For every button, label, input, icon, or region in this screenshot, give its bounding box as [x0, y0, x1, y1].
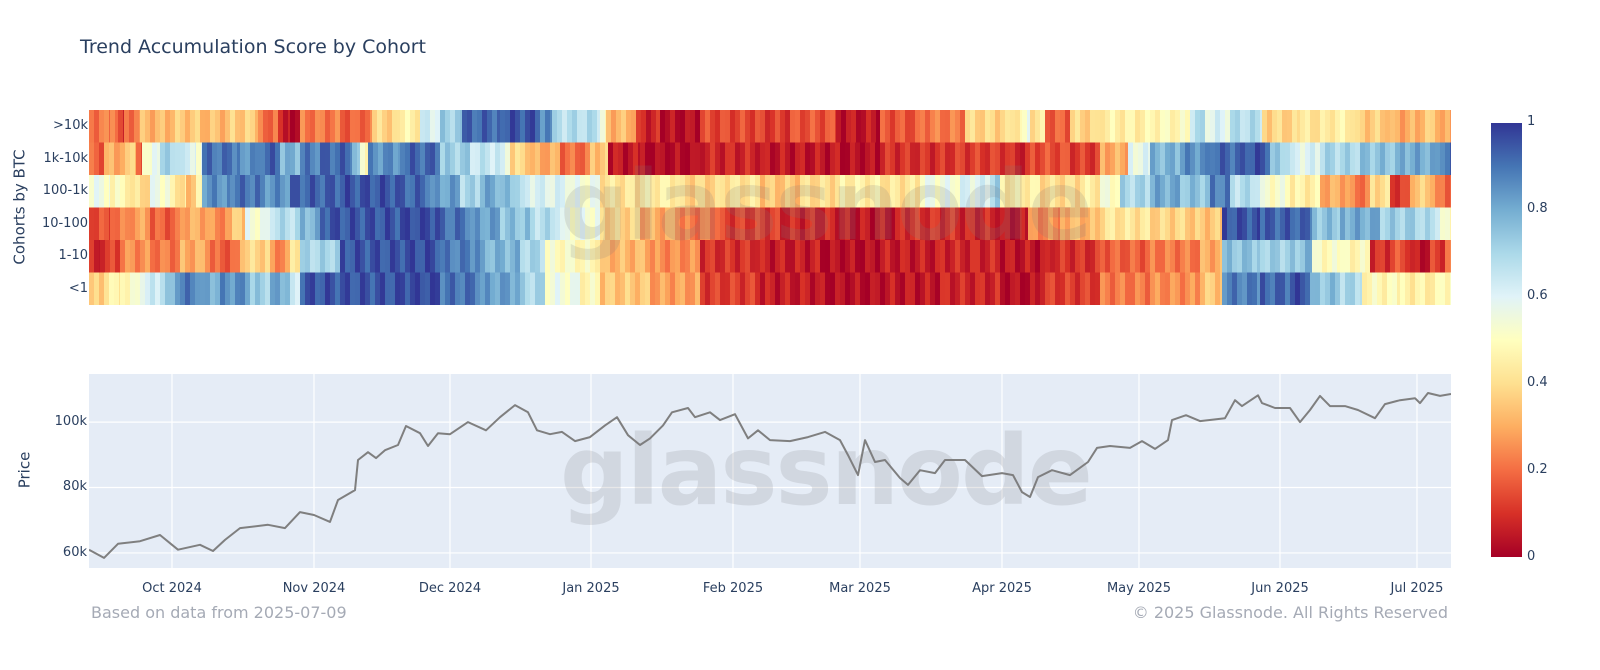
xtick-jul-2025: Jul 2025: [1390, 581, 1444, 596]
xtick-dec-2024: Dec 2024: [418, 581, 482, 596]
row-label-gt10k: >10k: [53, 118, 88, 133]
row-label-10-100: 10-100: [41, 216, 88, 231]
heatmap-y-axis-title: Cohorts by BTC: [10, 149, 29, 265]
ytick-100k: 100k: [54, 414, 87, 429]
data-date-note: Based on data from 2025-07-09: [91, 603, 347, 622]
xtick-nov-2024: Nov 2024: [282, 581, 346, 596]
row-label-1k-10k: 1k-10k: [43, 151, 88, 166]
xtick-may-2025: May 2025: [1106, 581, 1172, 596]
colorbar-tick-0.2: 0.2: [1527, 462, 1548, 477]
xtick-apr-2025: Apr 2025: [972, 581, 1032, 596]
copyright-note: © 2025 Glassnode. All Rights Reserved: [1132, 603, 1448, 622]
row-label-lt1: <1: [68, 281, 88, 296]
xtick-feb-2025: Feb 2025: [702, 581, 764, 596]
colorbar-tick-0.6: 0.6: [1527, 288, 1548, 303]
colorbar-tick-1: 1: [1527, 114, 1536, 129]
price-line[interactable]: [89, 392, 1451, 559]
row-label-100-1k: 100-1k: [42, 183, 88, 198]
ytick-60k: 60k: [62, 545, 87, 560]
row-label-1-10: 1-10: [58, 248, 88, 263]
colorbar-tick-0.8: 0.8: [1527, 201, 1548, 216]
heatmap[interactable]: [89, 110, 1451, 305]
xtick-oct-2024: Oct 2024: [142, 581, 202, 596]
ytick-80k: 80k: [62, 479, 87, 494]
xtick-mar-2025: Mar 2025: [829, 581, 891, 596]
chart-title: Trend Accumulation Score by Cohort: [80, 36, 426, 58]
xtick-jan-2025: Jan 2025: [562, 581, 620, 596]
colorbar-tick-0: 0: [1527, 549, 1536, 564]
price-plot[interactable]: [89, 374, 1451, 568]
xtick-jun-2025: Jun 2025: [1251, 581, 1309, 596]
colorbar: [1491, 123, 1522, 557]
colorbar-tick-0.4: 0.4: [1527, 375, 1548, 390]
